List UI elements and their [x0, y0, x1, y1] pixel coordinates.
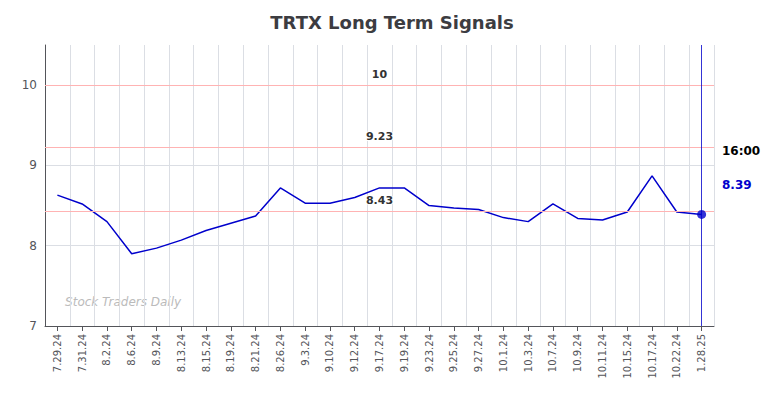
svg-text:8.15.24: 8.15.24	[201, 334, 212, 372]
svg-text:10.7.24: 10.7.24	[547, 334, 558, 372]
svg-text:9.10.24: 9.10.24	[324, 334, 335, 372]
svg-text:10.9.24: 10.9.24	[572, 334, 583, 372]
svg-text:8.2.24: 8.2.24	[101, 334, 112, 366]
svg-text:8.13.24: 8.13.24	[176, 334, 187, 372]
svg-text:7: 7	[29, 319, 37, 333]
svg-text:16:00: 16:00	[722, 144, 760, 158]
svg-text:9: 9	[29, 158, 37, 172]
svg-text:9.25.24: 9.25.24	[448, 334, 459, 372]
svg-text:8.6.24: 8.6.24	[126, 334, 137, 366]
svg-text:10.22.24: 10.22.24	[671, 334, 682, 379]
svg-text:1.28.25: 1.28.25	[696, 334, 707, 372]
svg-text:8.9.24: 8.9.24	[151, 334, 162, 366]
svg-text:9.27.24: 9.27.24	[473, 334, 484, 372]
svg-text:10.17.24: 10.17.24	[647, 334, 658, 379]
svg-text:9.12.24: 9.12.24	[349, 334, 360, 372]
svg-text:8.26.24: 8.26.24	[275, 334, 286, 372]
svg-text:10.3.24: 10.3.24	[523, 334, 534, 372]
svg-text:9.17.24: 9.17.24	[374, 334, 385, 372]
svg-text:8.21.24: 8.21.24	[250, 334, 261, 372]
svg-text:7.29.24: 7.29.24	[52, 334, 63, 372]
svg-text:8.39: 8.39	[722, 178, 752, 192]
svg-text:8.19.24: 8.19.24	[225, 334, 236, 372]
svg-text:9.3.24: 9.3.24	[300, 334, 311, 366]
svg-text:9.23.24: 9.23.24	[424, 334, 435, 372]
svg-text:TRTX Long Term Signals: TRTX Long Term Signals	[270, 12, 513, 33]
svg-text:Stock Traders Daily: Stock Traders Daily	[65, 295, 182, 309]
svg-text:10: 10	[372, 68, 388, 81]
svg-text:10: 10	[22, 78, 37, 92]
svg-text:10.1.24: 10.1.24	[498, 334, 509, 372]
svg-text:8: 8	[29, 239, 37, 253]
svg-text:8.43: 8.43	[366, 194, 393, 207]
svg-text:9.23: 9.23	[366, 130, 393, 143]
svg-text:9.19.24: 9.19.24	[399, 334, 410, 372]
svg-text:10.15.24: 10.15.24	[622, 334, 633, 379]
svg-text:7.31.24: 7.31.24	[77, 334, 88, 372]
svg-text:10.11.24: 10.11.24	[597, 334, 608, 379]
